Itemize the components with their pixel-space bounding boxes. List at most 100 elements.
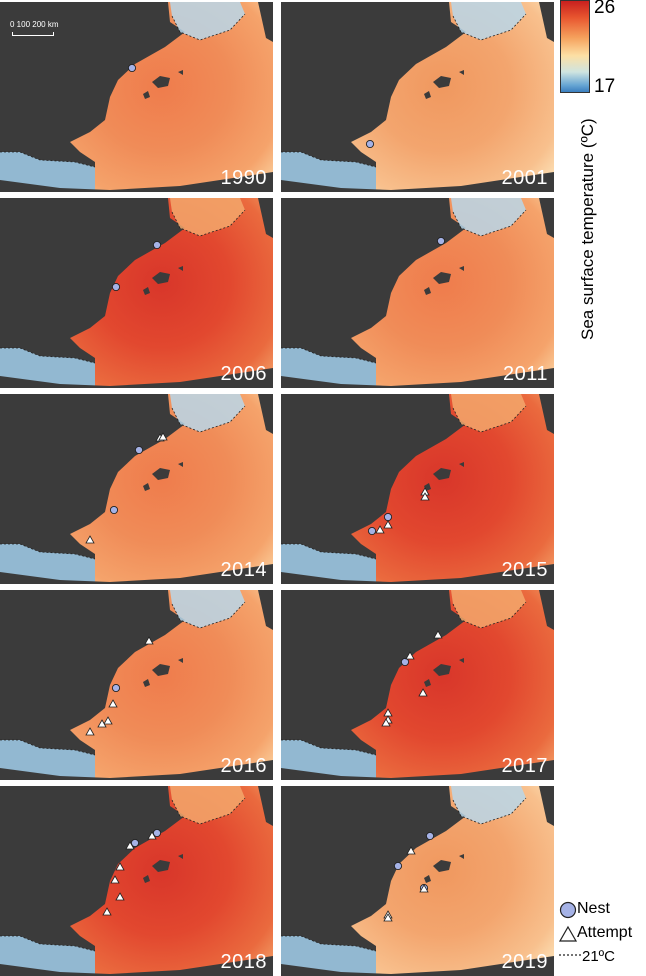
nest-marker	[367, 526, 377, 536]
year-label: 2001	[501, 167, 548, 189]
map-panel-2014: 2014	[0, 394, 273, 584]
attempt-marker	[115, 862, 125, 871]
sardinia-land	[539, 198, 554, 238]
balearic-island	[152, 272, 170, 284]
attempt-marker	[110, 875, 120, 884]
sea-area	[70, 394, 273, 584]
north-africa-land	[281, 956, 554, 976]
balearic-island	[424, 91, 431, 99]
map-grid: 0 100 200 km 1990 2001 2006 2011 2014 2015 2016…	[0, 2, 554, 976]
isotherm-21-line	[0, 151, 96, 168]
balearic-island	[433, 860, 451, 872]
map-panel-2006: 2006	[0, 198, 273, 388]
nest-marker	[109, 505, 119, 515]
cool-water-north	[451, 198, 526, 236]
balearic-island	[178, 266, 183, 271]
isotherm-21-line	[0, 347, 96, 364]
balearic-island	[459, 266, 464, 271]
attempt-marker	[125, 841, 135, 850]
balearic-island	[143, 679, 150, 687]
attempt-marker	[85, 727, 95, 736]
attempt-marker	[85, 535, 95, 544]
map-panel-2019: 2019	[281, 786, 554, 976]
attempt-marker	[147, 831, 157, 840]
balearic-island	[178, 462, 183, 467]
attempt-marker	[381, 718, 391, 727]
attempt-marker	[418, 688, 428, 697]
attempt-marker	[419, 884, 429, 893]
cool-water-north	[170, 198, 245, 236]
north-africa-land	[281, 760, 554, 780]
isotherm-21-line	[0, 739, 96, 756]
balearic-island	[152, 468, 170, 480]
scale-bar: 0 100 200 km	[10, 20, 70, 40]
isotherm-21-line	[281, 543, 377, 560]
year-label: 2014	[220, 559, 267, 581]
nest-marker	[365, 139, 375, 149]
sea-area	[351, 786, 554, 976]
nest-marker	[134, 445, 144, 455]
north-africa-land	[0, 760, 273, 780]
north-africa-land	[0, 368, 273, 388]
sea-temperature-map	[0, 2, 273, 192]
north-africa-land	[0, 956, 273, 976]
balearic-island	[152, 664, 170, 676]
year-label: 2016	[220, 755, 267, 777]
scale-bar-line	[12, 32, 54, 36]
attempt-marker	[383, 913, 393, 922]
cool-water-north	[170, 590, 245, 628]
sardinia-land	[539, 786, 554, 826]
balearic-island	[459, 854, 464, 859]
colorbar-title: Sea surface temperature (ºC)	[578, 118, 597, 340]
cool-water-north	[170, 394, 245, 432]
year-label: 1990	[220, 167, 267, 189]
attempt-marker	[115, 892, 125, 901]
map-panel-2001: 2001	[281, 2, 554, 192]
balearic-island	[143, 483, 150, 491]
balearic-island	[459, 658, 464, 663]
nest-marker	[127, 63, 137, 73]
cool-water-north	[451, 394, 526, 432]
attempt-marker	[406, 846, 416, 855]
dashed-line-icon	[559, 954, 581, 956]
balearic-island	[178, 658, 183, 663]
legend-nest-label: Nest	[577, 900, 610, 917]
attempt-marker	[108, 699, 118, 708]
north-africa-land	[281, 172, 554, 192]
sea-temperature-map	[281, 2, 554, 192]
attempt-marker	[383, 520, 393, 529]
attempt-marker	[405, 651, 415, 660]
sea-temperature-map	[281, 786, 554, 976]
cool-water-north	[451, 2, 526, 40]
year-label: 2017	[501, 755, 548, 777]
sea-temperature-map	[0, 198, 273, 388]
sea-area	[70, 590, 273, 780]
year-label: 2019	[501, 951, 548, 973]
north-africa-land	[0, 564, 273, 584]
attempt-marker	[102, 907, 112, 916]
isotherm-21-line	[281, 347, 377, 364]
cool-water-north	[451, 590, 526, 628]
map-panel-2016: 2016	[0, 590, 273, 780]
sardinia-land	[258, 198, 273, 238]
balearic-island	[143, 91, 150, 99]
map-panel-2017: 2017	[281, 590, 554, 780]
sea-temperature-map	[281, 198, 554, 388]
nest-marker	[111, 683, 121, 693]
colorbar-max-label: 26	[594, 0, 616, 18]
isotherm-21-line	[281, 151, 377, 168]
nest-marker	[111, 282, 121, 292]
isotherm-21-line	[0, 543, 96, 560]
legend-attempt: Attempt	[557, 922, 646, 946]
sardinia-land	[258, 786, 273, 826]
nest-marker	[152, 240, 162, 250]
balearic-island	[178, 70, 183, 75]
sea-area	[70, 2, 273, 192]
attempt-marker	[158, 432, 168, 441]
sea-temperature-map	[0, 786, 273, 976]
legend-attempt-label: Attempt	[577, 924, 633, 941]
map-panel-2011: 2011	[281, 198, 554, 388]
north-africa-land	[281, 564, 554, 584]
scale-bar-label: 0 100 200 km	[10, 20, 59, 29]
legend-nest: Nest	[557, 898, 646, 922]
